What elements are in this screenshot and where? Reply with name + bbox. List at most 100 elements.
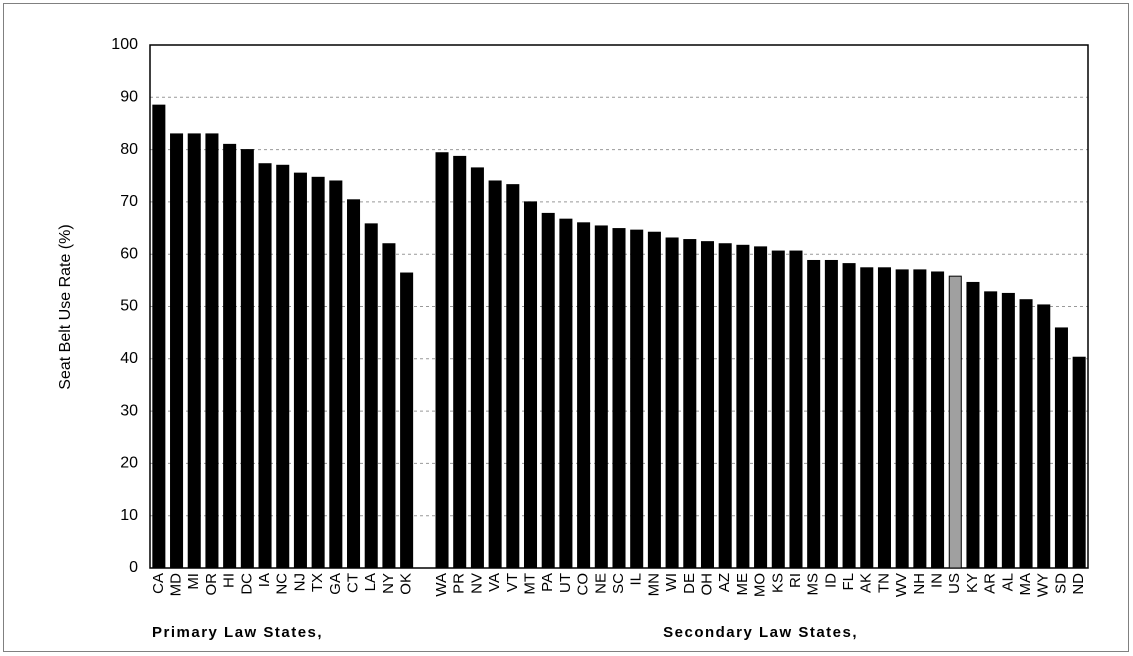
bar <box>400 272 414 569</box>
x-tick-label: HI <box>221 573 238 588</box>
x-tick-label: VT <box>504 573 521 592</box>
x-tick-label: PA <box>539 573 556 592</box>
x-tick-label: IN <box>929 573 946 588</box>
bar <box>931 271 945 569</box>
bar <box>329 180 343 569</box>
bar <box>347 199 361 569</box>
y-tick-label: 10 <box>120 507 138 524</box>
x-tick-label: MI <box>185 573 202 590</box>
y-tick-label: 60 <box>120 245 138 262</box>
y-tick-label: 0 <box>129 559 138 576</box>
bar <box>612 228 626 569</box>
x-tick-label: CO <box>575 573 592 596</box>
x-tick-label: AL <box>999 573 1016 591</box>
bar <box>824 259 838 569</box>
x-tick-label: MN <box>645 573 662 596</box>
y-tick-label: 20 <box>120 455 138 472</box>
bar <box>1054 327 1068 569</box>
x-tick-label: AZ <box>716 573 733 592</box>
bar <box>913 269 927 569</box>
bar <box>683 239 697 569</box>
bar <box>382 243 396 569</box>
bar <box>311 176 325 569</box>
bar <box>877 267 891 569</box>
x-tick-label: SD <box>1052 573 1069 594</box>
x-tick-label: NH <box>911 573 928 595</box>
bar <box>453 155 467 569</box>
bar <box>966 281 980 569</box>
bar <box>948 275 962 569</box>
x-tick-label: MA <box>1017 573 1034 596</box>
x-tick-label: GA <box>327 573 344 595</box>
y-tick-label: 70 <box>120 193 138 210</box>
bar <box>807 259 821 569</box>
x-tick-label: AK <box>858 573 875 593</box>
bar <box>1037 304 1051 569</box>
y-tick-label: 100 <box>111 36 138 53</box>
bar <box>205 133 219 569</box>
bar <box>895 269 909 569</box>
x-tick-label: MS <box>805 573 822 596</box>
bar <box>170 133 184 569</box>
bar <box>718 243 732 569</box>
y-tick-label: 50 <box>120 298 138 315</box>
x-tick-label: WV <box>893 573 910 597</box>
bar <box>1072 356 1086 569</box>
bar <box>223 143 237 569</box>
x-tick-label: LA <box>362 573 379 591</box>
group-label: Secondary Law States, <box>663 624 858 641</box>
bar <box>258 163 272 569</box>
x-tick-label: RI <box>787 573 804 588</box>
x-tick-label: NJ <box>291 573 308 591</box>
x-tick-label: OR <box>203 573 220 596</box>
x-tick-label: ND <box>1070 573 1087 595</box>
x-tick-label: WY <box>1035 573 1052 597</box>
y-tick-label: 40 <box>120 350 138 367</box>
bar <box>984 291 998 569</box>
x-tick-label: NY <box>380 573 397 594</box>
x-tick-label: KS <box>769 573 786 593</box>
x-tick-label: PR <box>451 573 468 594</box>
bar <box>594 225 608 569</box>
bar <box>506 184 520 569</box>
bar <box>559 218 573 569</box>
x-tick-label: ID <box>822 573 839 588</box>
y-axis-label: Seat Belt Use Rate (%) <box>57 224 74 389</box>
x-tick-label: CT <box>344 573 361 593</box>
bar <box>789 250 803 569</box>
bar <box>771 250 785 569</box>
bar <box>488 180 502 569</box>
group-label: Primary Law States, <box>152 624 323 641</box>
bar <box>276 164 290 569</box>
bar <box>842 263 856 569</box>
x-tick-label: IL <box>628 573 645 586</box>
x-tick-label: WA <box>433 573 450 597</box>
x-tick-label: OK <box>398 573 415 595</box>
x-tick-label: TN <box>875 573 892 593</box>
bar <box>665 237 679 569</box>
x-tick-label: DC <box>238 573 255 595</box>
bar <box>860 267 874 569</box>
bar <box>647 231 661 569</box>
bar <box>577 222 591 569</box>
x-tick-label: WI <box>663 573 680 591</box>
bar <box>240 149 254 569</box>
y-tick-label: 80 <box>120 141 138 158</box>
x-tick-label: TX <box>309 573 326 592</box>
x-tick-label: UT <box>557 573 574 593</box>
x-tick-label: NV <box>468 573 485 594</box>
y-tick-label: 30 <box>120 402 138 419</box>
bar <box>187 133 201 569</box>
x-tick-label: NE <box>592 573 609 594</box>
bar <box>364 223 378 569</box>
x-tick-label: FL <box>840 573 857 591</box>
x-tick-label: IA <box>256 573 273 587</box>
bar <box>541 212 555 569</box>
x-tick-label: DE <box>681 573 698 594</box>
x-tick-label: MD <box>168 573 185 596</box>
x-tick-label: MO <box>752 573 769 597</box>
bar <box>470 167 484 569</box>
x-tick-label: CA <box>150 573 167 594</box>
x-tick-label: SC <box>610 573 627 594</box>
